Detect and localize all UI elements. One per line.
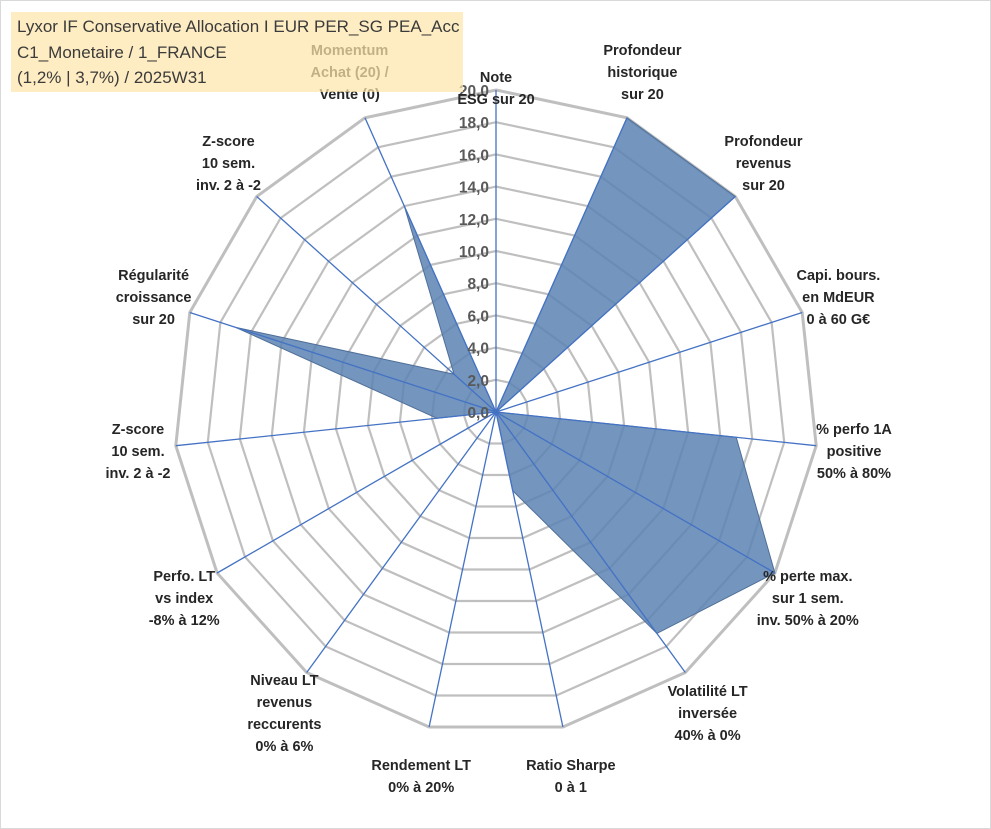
axis-label-5: % perte max. sur 1 sem. inv. 50% à 20% [757, 569, 859, 629]
axis-label-1: Profondeur historique sur 20 [603, 43, 681, 103]
grid-ring-4 [366, 282, 626, 540]
axis-label-4: % perfo 1A positive 50% à 80% [816, 422, 892, 482]
tick-label-6: 12,0 [459, 212, 489, 229]
tick-label-9: 18,0 [459, 115, 489, 132]
axis-label-3: Capi. bours. en MdEUR 0 à 60 G€ [797, 268, 881, 328]
tick-label-5: 10,0 [459, 244, 489, 261]
spoke-9 [306, 411, 497, 673]
title-line-1: Lyxor IF Conservative Allocation I EUR P… [17, 17, 460, 36]
spoke-11 [175, 411, 497, 447]
tick-label-8: 16,0 [459, 147, 489, 164]
grid-ring-3 [398, 314, 594, 508]
tick-label-7: 14,0 [459, 180, 489, 197]
spoke-3 [495, 311, 803, 413]
title-highlight [11, 12, 463, 92]
axis-labels: Note ESG sur 20 Profondeur historique sur 20… [105, 43, 892, 796]
axis-label-10: Perfo. LT vs index -8% à 12% [149, 569, 220, 629]
tick-label-3: 6,0 [467, 308, 489, 325]
spoke-2 [495, 196, 736, 413]
title-line-3: (1,2% | 3,7%) / 2025W31 [17, 68, 207, 87]
spoke-layer [175, 90, 817, 728]
spoke-6 [495, 411, 686, 673]
grid-ring-10 [174, 88, 818, 729]
grid-ring-9 [206, 121, 786, 697]
tick-label-0: 0,0 [467, 405, 489, 422]
axis-label-6: Volatilité LT inversée 40% à 0% [668, 684, 748, 744]
series-area [235, 117, 776, 635]
spoke-14 [364, 117, 497, 413]
axis-label-13: Z-score 10 sem. inv. 2 à -2 [196, 134, 261, 194]
chart-title: Lyxor IF Conservative Allocation I EUR P… [17, 14, 460, 91]
spoke-4 [495, 411, 817, 447]
grid-ring-5 [334, 249, 658, 571]
spoke-10 [216, 411, 497, 574]
axis-label-0: Note ESG sur 20 [457, 70, 534, 108]
axis-label-12: Régularité croissance sur 20 [116, 268, 192, 328]
tick-label-4: 8,0 [467, 276, 489, 293]
grid-ring-8 [238, 153, 754, 666]
tick-label-10: 20,0 [459, 83, 489, 100]
title-line-2: C1_Monetaire / 1_FRANCE [17, 42, 227, 62]
spoke-1 [495, 117, 628, 413]
axis-label-8: Rendement LT 0% à 20% [371, 758, 471, 796]
series-layer [235, 117, 776, 635]
axis-label-2: Profondeur revenus sur 20 [724, 134, 802, 194]
axis-label-7: Ratio Sharpe 0 à 1 [526, 758, 615, 796]
grid-ring-7 [270, 185, 722, 634]
tick-labels: 0,0 2,0 4,0 6,0 8,0 10,0 12,0 14,0 16,0 18,0 20,0 [459, 83, 489, 422]
spoke-13 [256, 196, 497, 413]
tick-label-2: 4,0 [467, 341, 489, 358]
axis-label-11: Z-score 10 sem. inv. 2 à -2 [105, 422, 170, 482]
spoke-8 [428, 411, 497, 728]
grid-ring-6 [302, 217, 690, 603]
spoke-5 [495, 411, 776, 574]
axis-label-9: Niveau LT revenus reccurents 0% à 6% [247, 673, 321, 755]
spoke-7 [495, 411, 564, 728]
tick-label-1: 2,0 [467, 373, 489, 390]
spoke-12 [189, 311, 497, 413]
